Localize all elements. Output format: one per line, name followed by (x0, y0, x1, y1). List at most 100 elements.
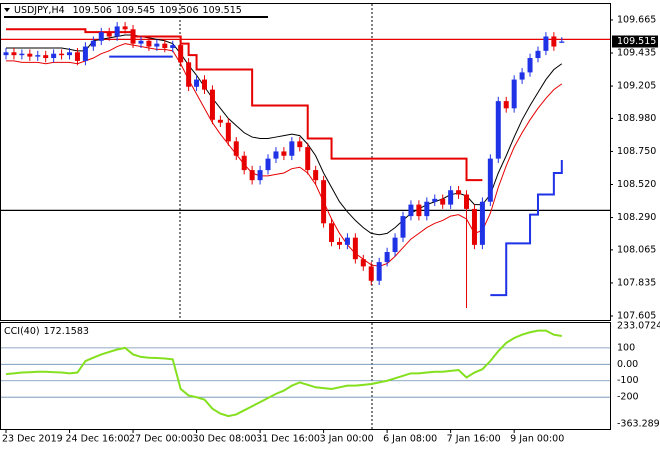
candle-body (432, 198, 438, 202)
y-tick-label: 107.835 (617, 277, 656, 288)
y-tick-label: 108.065 (617, 244, 656, 255)
candle-body (503, 101, 509, 109)
candle-body (90, 40, 96, 47)
candle-body (114, 26, 120, 37)
candle-body (336, 241, 342, 245)
candle-body (329, 223, 335, 242)
candle-body (67, 52, 73, 56)
candle-body (495, 101, 501, 159)
candle-body (527, 58, 533, 73)
candle-body (202, 79, 207, 90)
y-tick-label: 233.0724 (617, 321, 660, 332)
candle-body (162, 43, 168, 48)
candle-body (82, 46, 88, 61)
candle-body (487, 158, 493, 202)
candle-body (321, 180, 327, 224)
y-tick-label: 108.520 (617, 179, 656, 190)
candle-body (368, 266, 374, 281)
candle-body (551, 36, 557, 47)
y-tick-label: -363.2895 (617, 419, 660, 430)
candle-body (440, 198, 446, 205)
candle-body (35, 55, 41, 57)
title-arrow (4, 8, 10, 12)
x-tick-label: 23 Dec 2019 (2, 434, 63, 445)
indicator-line (109, 55, 563, 297)
x-tick-label: 24 Dec 16:00 (66, 434, 130, 445)
candle-body (257, 170, 263, 181)
candle-body (209, 89, 215, 120)
candle-body (249, 170, 255, 181)
indicator-title: CCI(40) 172.1583 (4, 326, 89, 337)
candle-body (511, 79, 517, 109)
y-tick-label: 100 (617, 342, 635, 353)
candle-body (130, 29, 136, 44)
candle-body (194, 79, 200, 87)
candle-body (186, 62, 192, 87)
candle-body (471, 208, 477, 245)
candle-body (19, 53, 25, 56)
candle-body (178, 45, 184, 63)
y-tick-label: 109.435 (617, 47, 656, 58)
candle-body (241, 155, 247, 171)
x-tick-label: 30 Dec 08:00 (193, 434, 257, 445)
y-tick-label: -200 (617, 392, 639, 403)
candle-body (154, 43, 160, 47)
x-tick-label: 7 Jan 16:00 (447, 434, 501, 445)
candle-body (51, 53, 57, 59)
y-tick-label: 109.205 (617, 81, 656, 92)
candle-body (106, 32, 112, 37)
candle-body (59, 53, 65, 56)
candle-body (43, 55, 49, 59)
indicator-line (6, 28, 483, 182)
y-tick-label: 109.665 (617, 14, 656, 25)
candle-body (122, 26, 128, 30)
candle-body (543, 36, 549, 51)
price-box-label: 109.515 (617, 36, 656, 47)
x-tick-label: 27 Dec 00:00 (129, 434, 193, 445)
candle-body (297, 141, 303, 148)
indicator-line (6, 43, 563, 267)
candle-body (519, 72, 525, 80)
candle-body (376, 262, 382, 281)
y-tick-label: -100 (617, 375, 639, 386)
x-tick-label: 9 Jan 00:00 (510, 434, 564, 445)
candle-body (170, 45, 176, 48)
y-tick-label: 108.290 (617, 212, 656, 223)
candle-body (479, 201, 485, 245)
candle-body (416, 204, 422, 217)
candle-body (225, 122, 231, 142)
candle-body (217, 119, 223, 123)
candle-body (265, 158, 271, 171)
candle-body (281, 151, 287, 156)
candle-body (400, 216, 406, 238)
candle-body (535, 50, 541, 59)
candle-body (313, 170, 319, 181)
candle-body (352, 237, 358, 260)
candle-body (464, 194, 470, 209)
candle-body (27, 53, 33, 57)
candle-body (138, 40, 144, 44)
candle-body (3, 52, 9, 56)
candle-body (424, 201, 430, 217)
candle-body (456, 190, 462, 195)
y-tick-label: 107.605 (617, 310, 656, 321)
candle-body (289, 141, 295, 156)
x-tick-label: 3 Jan 00:00 (320, 434, 374, 445)
candle-body (392, 237, 398, 253)
candle-body (146, 40, 152, 47)
candle-body (448, 190, 454, 205)
cci-line (5, 329, 562, 418)
candle-body (408, 204, 414, 217)
candle-body (98, 32, 104, 41)
y-tick-label: 0.00 (617, 359, 638, 370)
candle-body (344, 237, 350, 245)
price-box (612, 35, 658, 48)
indicator-panel (0, 322, 611, 430)
y-tick-label: 108.750 (617, 146, 656, 157)
candle-body (74, 52, 80, 61)
indicator-line (6, 34, 563, 236)
candle-body (360, 259, 366, 267)
candle-body (11, 52, 17, 56)
candle-body (233, 141, 239, 156)
